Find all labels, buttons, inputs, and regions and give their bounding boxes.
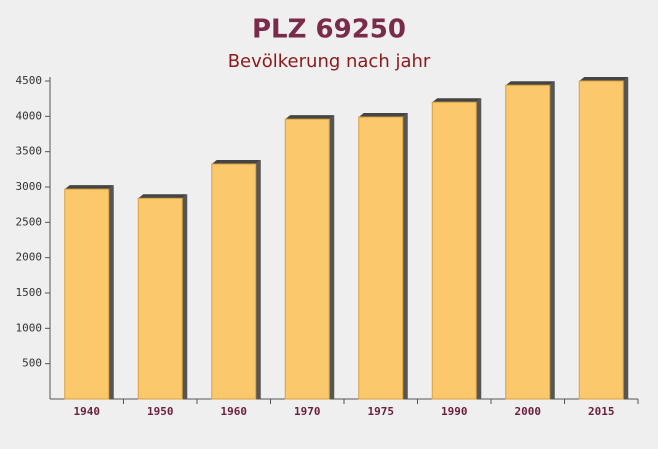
y-tick-label: 500	[22, 357, 42, 370]
bar	[211, 163, 257, 400]
bar-shadow	[505, 81, 555, 86]
bar-shadow	[255, 160, 261, 399]
chart-subtitle: Bevölkerung nach jahr	[228, 51, 431, 72]
bar-shadow	[108, 185, 114, 399]
bar	[578, 80, 624, 400]
bar	[64, 188, 110, 400]
x-tick-label: 2015	[588, 405, 615, 418]
y-tick-label: 3500	[16, 145, 43, 158]
bar-shadow	[211, 160, 261, 165]
bar	[431, 101, 477, 400]
y-tick-label: 1000	[16, 321, 43, 334]
bar-shadow	[432, 98, 482, 103]
y-tick-label: 3000	[16, 180, 43, 193]
y-tick-label: 4000	[16, 109, 43, 122]
bar-shadow	[402, 113, 408, 399]
x-tick-label: 1970	[294, 405, 321, 418]
bar-shadow	[285, 115, 335, 120]
bar-shadow	[64, 185, 114, 190]
y-tick-label: 4500	[16, 74, 43, 87]
chart-title: PLZ 69250	[252, 15, 406, 45]
x-tick-label: 1940	[74, 405, 101, 418]
bar	[284, 118, 330, 400]
x-tick-label: 1975	[368, 405, 395, 418]
bar-shadow	[358, 113, 408, 118]
bar	[137, 197, 183, 400]
x-tick-label: 2000	[515, 405, 542, 418]
bar	[358, 116, 404, 400]
x-tick-label: 1950	[147, 405, 174, 418]
bar-shadow	[579, 77, 629, 81]
x-tick-label: 1960	[221, 405, 248, 418]
x-tick-label: 1990	[441, 405, 468, 418]
y-tick-label: 2500	[16, 215, 43, 228]
bar	[505, 84, 551, 400]
y-tick-label: 1500	[16, 286, 43, 299]
bar-shadow	[329, 115, 335, 399]
bar-shadow	[623, 77, 629, 399]
y-tick-label: 2000	[16, 251, 43, 264]
bar-shadow	[476, 98, 482, 399]
bar-shadow	[549, 81, 555, 400]
bar-shadow	[138, 194, 188, 199]
bar-shadow	[182, 194, 188, 399]
